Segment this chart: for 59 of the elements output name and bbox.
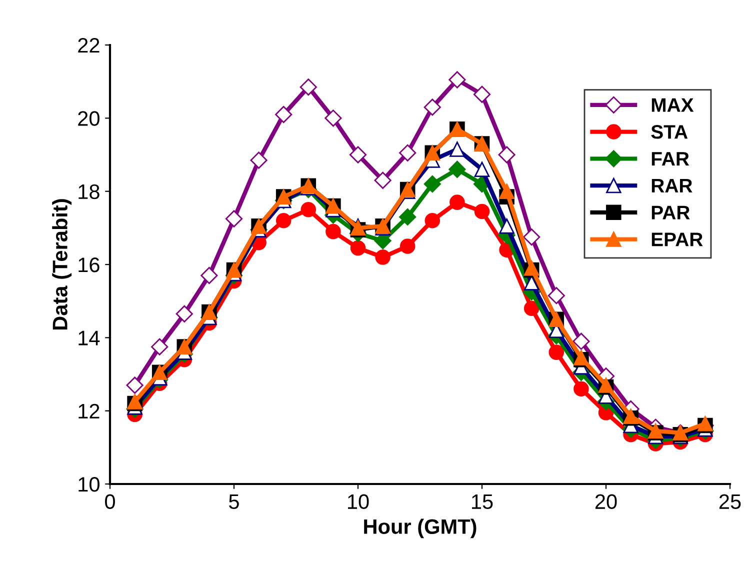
point — [499, 218, 514, 234]
point — [574, 381, 589, 397]
point — [126, 376, 144, 394]
point — [498, 146, 516, 164]
x-tick-label: 25 — [719, 494, 741, 510]
point — [275, 106, 292, 124]
point — [473, 86, 491, 103]
y-axis-title: Data (Terabit) — [52, 199, 72, 330]
point — [474, 204, 490, 220]
legend-label: EPAR — [652, 232, 703, 246]
legend-label: FAR — [652, 152, 690, 166]
point — [523, 228, 540, 246]
point — [200, 266, 218, 284]
x-tick-label: 15 — [472, 494, 493, 510]
y-tick-label: 10 — [78, 477, 100, 492]
y-tick-label: 20 — [78, 111, 100, 126]
point — [300, 78, 317, 96]
x-tick-label: 20 — [595, 494, 617, 510]
y-tick-label: 14 — [78, 330, 100, 346]
point — [399, 208, 416, 226]
point — [548, 344, 564, 360]
point — [572, 332, 590, 350]
point — [424, 98, 441, 116]
point — [499, 184, 514, 199]
y-tick-label: 18 — [78, 184, 100, 200]
y-tick-label: 12 — [78, 404, 100, 418]
y-tick-label: 16 — [78, 258, 100, 272]
point — [176, 305, 193, 322]
point — [450, 194, 465, 210]
point — [375, 250, 390, 265]
x-tick-label: 10 — [348, 494, 369, 510]
x-tick-label: 5 — [229, 494, 239, 510]
x-axis-title: Hour (GMT) — [364, 518, 476, 538]
point — [374, 172, 392, 189]
y-tick-label: 22 — [78, 38, 100, 53]
point — [450, 142, 465, 157]
point — [400, 238, 416, 254]
point — [350, 240, 366, 256]
point — [349, 146, 367, 164]
legend-label: RAR — [652, 178, 692, 192]
point — [300, 202, 316, 218]
legend-label: STA — [651, 125, 688, 139]
x-tick-label: 0 — [105, 494, 115, 510]
point — [399, 144, 416, 162]
point — [548, 287, 565, 304]
legend-label: MAX — [652, 98, 694, 112]
legend-label: PAR — [652, 206, 690, 220]
point — [151, 338, 168, 356]
point — [448, 160, 466, 178]
point — [225, 210, 243, 228]
point — [424, 212, 440, 228]
point — [524, 300, 540, 316]
point — [276, 212, 292, 228]
point — [448, 71, 466, 88]
point — [324, 110, 342, 127]
point — [474, 162, 490, 178]
point — [424, 175, 441, 193]
point — [326, 224, 341, 240]
point — [250, 152, 268, 169]
